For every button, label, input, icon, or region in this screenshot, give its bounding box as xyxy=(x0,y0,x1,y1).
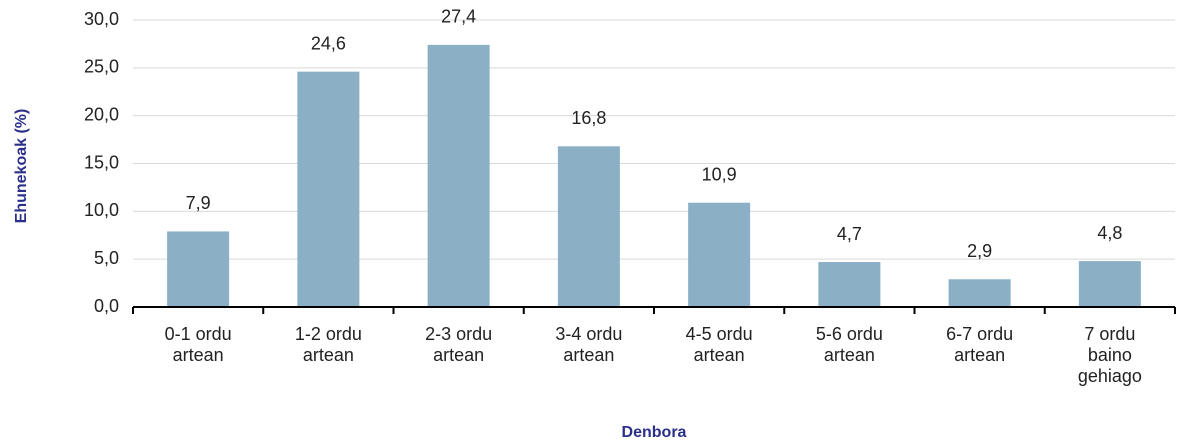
y-tick-label: 25,0 xyxy=(84,57,119,77)
x-tick-label: 1-2 ordu artean xyxy=(294,324,362,365)
bar xyxy=(688,202,751,307)
value-label: 2,9 xyxy=(967,241,992,261)
y-tick-label: 30,0 xyxy=(84,9,119,29)
bar xyxy=(297,71,360,307)
bar xyxy=(818,262,881,307)
value-label: 16,8 xyxy=(571,108,606,128)
value-label: 4,7 xyxy=(837,224,862,244)
bar xyxy=(1078,261,1141,307)
bar xyxy=(427,44,490,308)
y-tick-label: 20,0 xyxy=(84,104,119,124)
x-tick-label: 6-7 ordu artean xyxy=(946,324,1014,365)
bar xyxy=(167,231,230,307)
y-axis-title: Ehunekoak (%) xyxy=(13,109,30,224)
x-axis-title: Denbora xyxy=(622,424,687,441)
x-tick-label: 0-1 ordu artean xyxy=(164,324,232,365)
x-tick-label: 3-4 ordu artean xyxy=(555,324,623,365)
x-tick-label: 5-6 ordu artean xyxy=(815,324,883,365)
value-label: 24,6 xyxy=(311,33,346,53)
x-tick-label: 7 ordu baino gehiago xyxy=(1077,324,1142,386)
x-tick-label: 2-3 ordu artean xyxy=(425,324,493,365)
bar xyxy=(948,279,1011,307)
y-tick-label: 0,0 xyxy=(94,296,119,316)
y-tick-label: 15,0 xyxy=(84,152,119,172)
value-label: 7,9 xyxy=(186,193,211,213)
y-tick-label: 10,0 xyxy=(84,200,119,220)
x-tick-label: 4-5 ordu artean xyxy=(685,324,753,365)
value-label: 4,8 xyxy=(1097,223,1122,243)
y-tick-label: 5,0 xyxy=(94,248,119,268)
bar xyxy=(557,146,620,307)
value-label: 27,4 xyxy=(441,7,476,27)
value-label: 10,9 xyxy=(702,164,737,184)
